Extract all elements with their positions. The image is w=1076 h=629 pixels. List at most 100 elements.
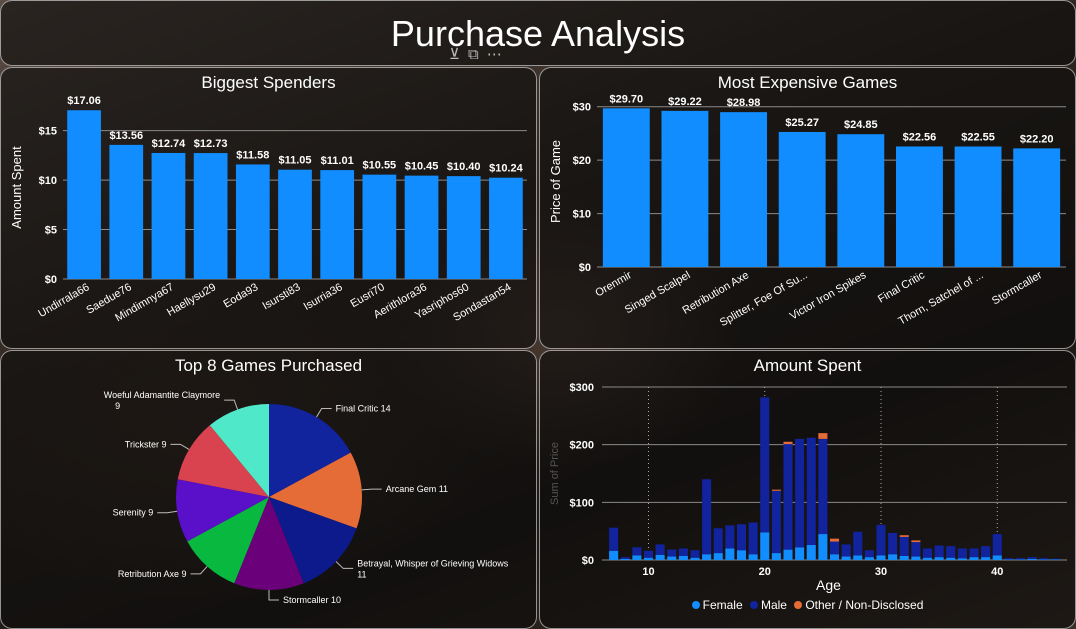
leader-line — [361, 488, 382, 491]
bar — [193, 153, 228, 279]
bar — [661, 110, 709, 267]
bar-segment-male — [853, 531, 863, 556]
bar — [362, 174, 397, 279]
bar-segment-female — [609, 550, 619, 560]
y-tick-label: $5 — [45, 225, 57, 237]
bar-segment-female — [806, 545, 816, 560]
bar-segment-female — [771, 553, 781, 560]
y-axis-label: Sum of Price — [549, 442, 561, 505]
bar-segment-male — [655, 544, 665, 555]
legend-label: Female — [702, 598, 743, 612]
top-games-pie-chart: Final Critic 14 Arcane Gem 11 Betrayal, Wh… — [104, 390, 509, 605]
bar — [954, 146, 1002, 267]
bar-segment-male — [946, 546, 956, 558]
filter-icon[interactable]: ⊻ — [449, 46, 468, 63]
bar-segment-female — [864, 557, 874, 560]
legend-item-male[interactable]: Male — [749, 598, 787, 612]
data-label: $22.20 — [1020, 133, 1054, 145]
expand-icon[interactable]: ⧉ — [467, 46, 487, 63]
pie-slice — [187, 497, 269, 584]
y-tick-label: $200 — [570, 440, 594, 452]
bar-segment-female — [1027, 558, 1037, 560]
bar-segment-female — [888, 554, 898, 560]
x-tick-label: Final Critic — [876, 269, 927, 306]
bar — [67, 110, 101, 279]
bar-segment-female — [632, 555, 642, 560]
data-label: $12.74 — [152, 138, 187, 150]
bar — [151, 152, 186, 279]
bar-segment-male — [620, 557, 630, 559]
bar — [778, 131, 826, 267]
y-tick-label: $10 — [573, 209, 591, 221]
bar-segment-other — [771, 489, 781, 491]
data-label: $10.24 — [489, 163, 524, 175]
bar — [895, 146, 943, 267]
slice-label: Serenity 9 — [113, 508, 154, 518]
bar-segment-female — [992, 555, 1002, 560]
data-label: $10.45 — [405, 161, 439, 173]
bar — [602, 108, 650, 268]
most-expensive-games-chart: $0 $10 $20 $30 Price of Game $29.70 Orenmir $29… — [548, 93, 1066, 329]
bar-segment-male — [969, 548, 979, 558]
leader-line — [157, 510, 178, 514]
bar-segment-female — [725, 548, 735, 560]
leader-line — [170, 443, 190, 450]
y-axis-label: Price of Game — [548, 140, 563, 223]
pie-slice — [269, 404, 351, 497]
x-tick-label: Isurria36 — [302, 281, 345, 313]
y-tick-label: $300 — [570, 382, 594, 394]
bar-segment-female — [829, 554, 840, 560]
chart-title: Biggest Spenders — [201, 73, 336, 92]
pie-slice — [209, 404, 269, 497]
slice-label: Woeful Adamantite Claymore — [104, 390, 220, 400]
bar-segment-male — [934, 545, 944, 558]
bar-segment-male — [1027, 557, 1037, 559]
bar-segment-female — [1050, 559, 1060, 560]
bar-segment-female — [678, 555, 688, 560]
biggest-spenders-panel: Biggest Spenders $0 $5 $10 $15 Amount Spent $… — [0, 67, 537, 349]
bar-segment-female — [899, 555, 909, 560]
x-tick-label: 30 — [875, 566, 887, 578]
more-icon[interactable]: ⋯ — [486, 46, 510, 63]
bar-segment-other — [911, 540, 921, 543]
bar-segment-female — [946, 557, 956, 560]
bar-segment-male — [632, 547, 642, 556]
x-axis-label: Age — [816, 577, 841, 593]
chart-title: Top 8 Games Purchased — [174, 356, 363, 375]
x-tick-label: Orenmir — [593, 269, 634, 299]
bar-segment-female — [969, 557, 979, 560]
bar-segment-male — [713, 528, 723, 554]
bar — [720, 112, 768, 267]
data-label: $29.70 — [609, 93, 643, 105]
bar-segment-female — [1015, 559, 1026, 560]
visual-header-icons: ⊻⧉⋯ — [449, 45, 510, 63]
y-tick-label: $0 — [45, 274, 57, 286]
bar-segment-male — [783, 444, 793, 550]
bar-segment-female — [957, 558, 967, 560]
bar-segment-other — [818, 433, 828, 439]
amount-spent-chart: $0 $100 $200 $300 10 20 30 40 Sum of Price Age — [549, 382, 1067, 593]
y-tick-label: $30 — [573, 102, 591, 114]
bar-segment-male — [736, 524, 747, 551]
data-label: $28.98 — [727, 97, 761, 109]
slice-label-value: 9 — [115, 401, 120, 411]
bar-segment-female — [934, 557, 944, 560]
bar-segment-male — [771, 490, 781, 554]
legend-swatch — [794, 601, 803, 609]
legend-item-other[interactable]: Other / Non-Disclosed — [794, 598, 923, 612]
pie-slice — [269, 452, 362, 529]
bar-segment-other — [829, 538, 840, 542]
bar-segment-female — [841, 556, 851, 560]
legend-item-female[interactable]: Female — [691, 598, 743, 612]
bar-segment-male — [888, 532, 898, 555]
bar — [320, 170, 355, 279]
bar-segment-male — [760, 397, 770, 533]
data-label: $29.22 — [668, 96, 702, 108]
bar-segment-male — [899, 536, 909, 556]
y-axis-label: Amount Spent — [9, 146, 24, 229]
bar-segment-female — [795, 547, 805, 560]
slice-label-value: 11 — [357, 569, 366, 579]
bar-segment-male — [1050, 558, 1060, 560]
x-tick-label: Stormcaller — [990, 269, 1044, 307]
pie-slice — [234, 497, 304, 590]
